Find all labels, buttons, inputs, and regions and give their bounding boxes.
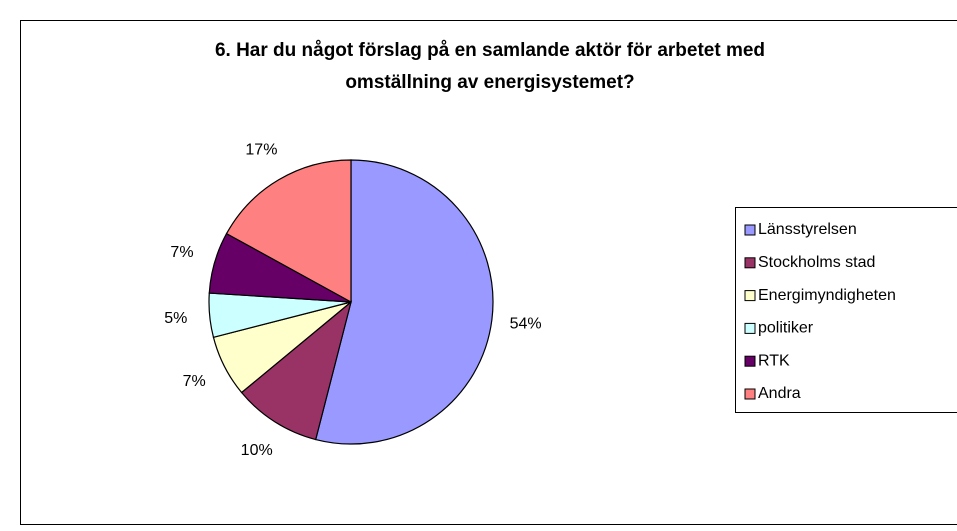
legend-label: RTK [758, 352, 790, 369]
data-label: 7% [183, 373, 206, 390]
data-label: 10% [241, 442, 273, 459]
chart-title: 6. Har du något förslag på en samlande a… [215, 40, 765, 61]
data-label: 7% [170, 244, 193, 261]
legend-swatch [744, 224, 756, 236]
legend-label: Andra [758, 385, 801, 402]
legend-label: Energimyndigheten [758, 287, 896, 304]
legend-label: Stockholms stad [758, 254, 875, 271]
legend-swatch [744, 322, 756, 334]
data-label: 17% [245, 142, 277, 159]
legend-swatch [744, 355, 756, 367]
data-label: 5% [164, 310, 187, 327]
legend-swatch [744, 257, 756, 269]
legend-label: politiker [758, 320, 814, 337]
legend-label: Länsstyrelsen [758, 221, 857, 238]
pie-slice [225, 159, 352, 304]
pie-slice [314, 159, 494, 445]
legend-swatch [744, 388, 756, 400]
legend-box [735, 207, 957, 413]
pie-slice [240, 300, 353, 441]
chart-title: omställning av energisystemet? [345, 72, 634, 93]
legend-swatch [744, 290, 756, 302]
data-label: 54% [510, 315, 542, 332]
